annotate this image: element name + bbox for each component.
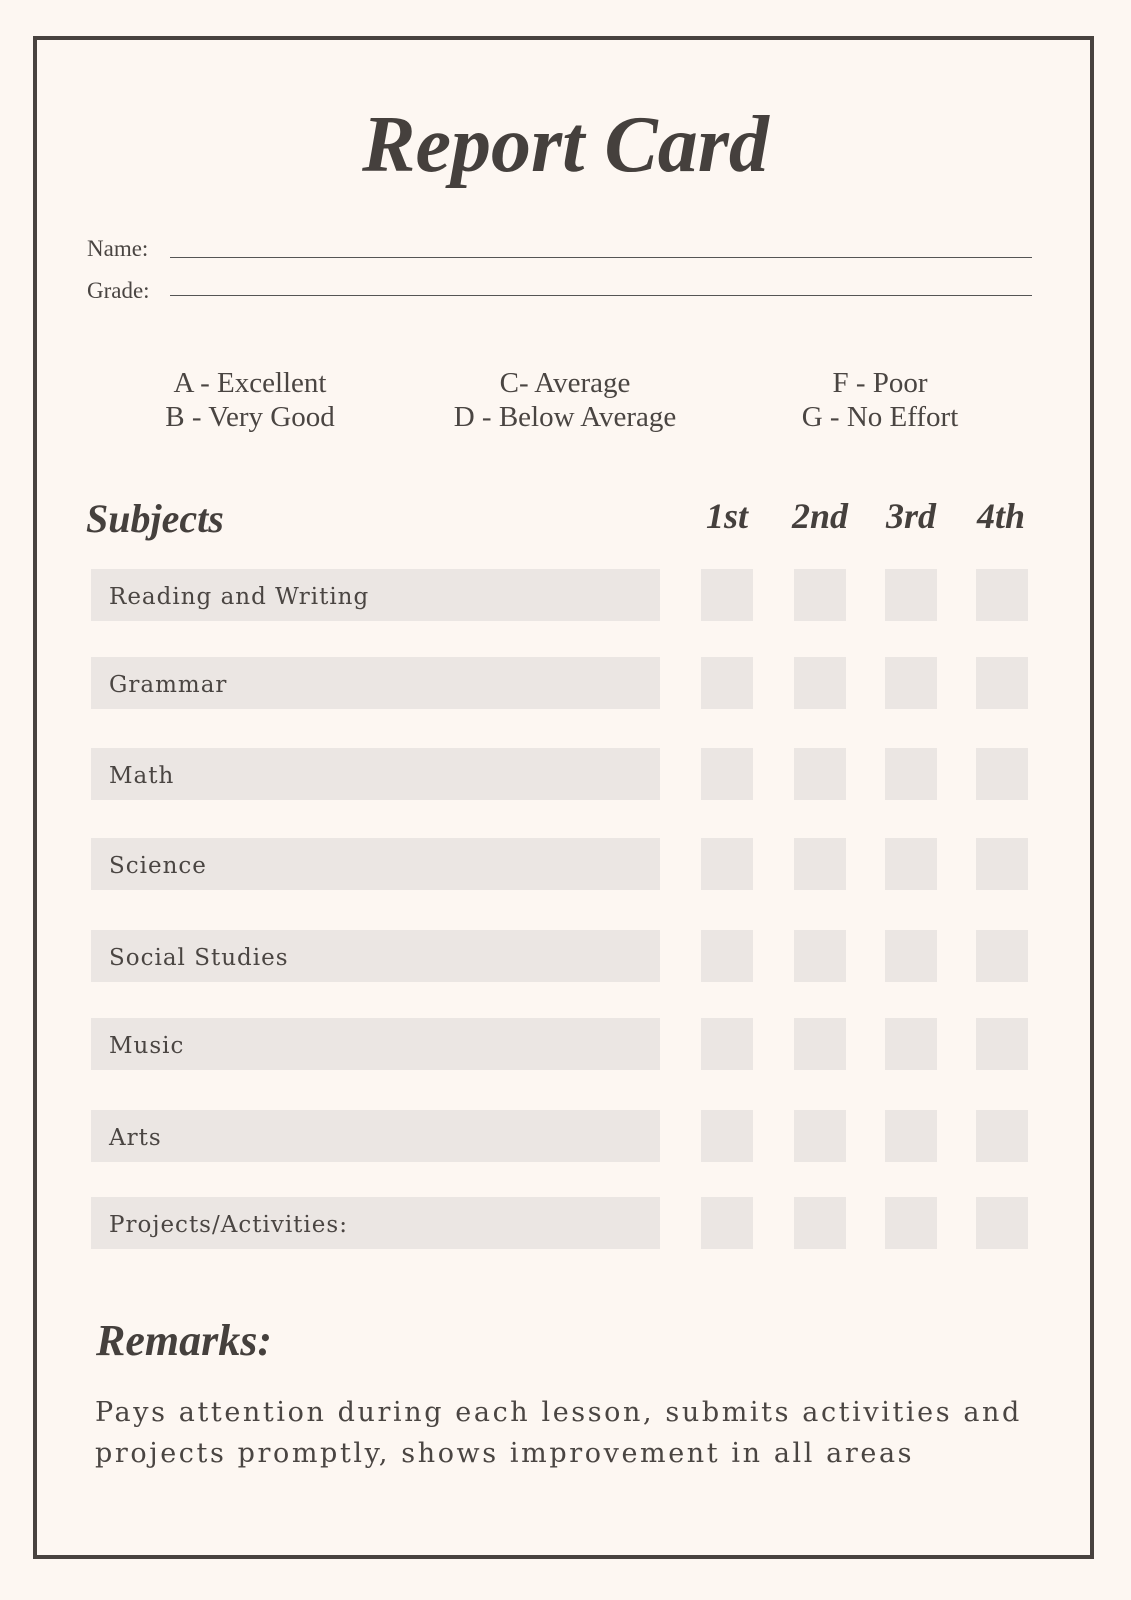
- grade-box-q1[interactable]: [701, 1110, 753, 1162]
- grade-box-q4[interactable]: [976, 569, 1028, 621]
- subject-row: Science: [91, 838, 660, 890]
- grade-box-q2[interactable]: [794, 569, 846, 621]
- quarter-1-header: 1st: [705, 496, 748, 536]
- grade-box-q3[interactable]: [885, 930, 937, 982]
- grade-box-q1[interactable]: [701, 657, 753, 709]
- grade-legend-fg: F - Poor G - No Effort: [720, 366, 1040, 434]
- grade-box-q2[interactable]: [794, 748, 846, 800]
- grade-box-q4[interactable]: [976, 1018, 1028, 1070]
- grade-box-q4[interactable]: [976, 1197, 1028, 1249]
- grade-box-q3[interactable]: [885, 1110, 937, 1162]
- grade-label: Grade:: [87, 278, 150, 303]
- legend-d: D - Below Average: [453, 401, 677, 433]
- grade-box-q2[interactable]: [794, 657, 846, 709]
- subject-row: Social Studies: [91, 930, 660, 982]
- grade-box-q1[interactable]: [701, 569, 753, 621]
- quarter-2-header: 2nd: [791, 496, 849, 536]
- grade-box-q2[interactable]: [794, 1018, 846, 1070]
- grade-box-q1[interactable]: [701, 1018, 753, 1070]
- remarks-heading: Remarks:: [96, 1316, 272, 1365]
- grade-box-q2[interactable]: [794, 930, 846, 982]
- grade-box-q4[interactable]: [976, 1110, 1028, 1162]
- quarter-3-header: 3rd: [885, 496, 936, 536]
- legend-g: G - No Effort: [801, 401, 959, 433]
- subject-row: Projects/Activities:: [91, 1197, 660, 1249]
- grade-box-q4[interactable]: [976, 838, 1028, 890]
- grade-box-q1[interactable]: [701, 1197, 753, 1249]
- grade-box-q3[interactable]: [885, 657, 937, 709]
- page-title: Report Card: [362, 101, 769, 189]
- subject-row: Reading and Writing: [91, 569, 660, 621]
- subject-row: Math: [91, 748, 660, 800]
- name-field[interactable]: [170, 257, 1032, 258]
- subject-row: Music: [91, 1018, 660, 1070]
- name-label: Name:: [87, 236, 149, 261]
- grade-box-q3[interactable]: [885, 1197, 937, 1249]
- subject-row: Arts: [91, 1110, 660, 1162]
- legend-b: B - Very Good: [165, 401, 335, 433]
- grade-box-q1[interactable]: [701, 930, 753, 982]
- grade-box-q2[interactable]: [794, 838, 846, 890]
- grade-box-q3[interactable]: [885, 1018, 937, 1070]
- grade-box-q4[interactable]: [976, 748, 1028, 800]
- grade-box-q3[interactable]: [885, 569, 937, 621]
- legend-a: A - Excellent: [173, 367, 327, 399]
- legend-c: C- Average: [499, 367, 631, 399]
- quarter-4-header: 4th: [976, 496, 1026, 536]
- subjects-header: Subjects: [86, 496, 224, 541]
- grade-box-q2[interactable]: [794, 1110, 846, 1162]
- grade-box-q4[interactable]: [976, 657, 1028, 709]
- grade-box-q3[interactable]: [885, 838, 937, 890]
- page-border: [33, 36, 1094, 1559]
- grade-box-q3[interactable]: [885, 748, 937, 800]
- legend-f: F - Poor: [832, 367, 928, 399]
- grade-field[interactable]: [170, 295, 1032, 296]
- grade-box-q2[interactable]: [794, 1197, 846, 1249]
- grade-legend-ab: A - Excellent B - Very Good: [90, 366, 410, 434]
- grade-box-q4[interactable]: [976, 930, 1028, 982]
- remarks-text: Pays attention during each lesson, submi…: [95, 1397, 1022, 1469]
- grade-legend-cd: C- Average D - Below Average: [405, 366, 725, 434]
- subject-row: Grammar: [91, 657, 660, 709]
- grade-box-q1[interactable]: [701, 838, 753, 890]
- grade-box-q1[interactable]: [701, 748, 753, 800]
